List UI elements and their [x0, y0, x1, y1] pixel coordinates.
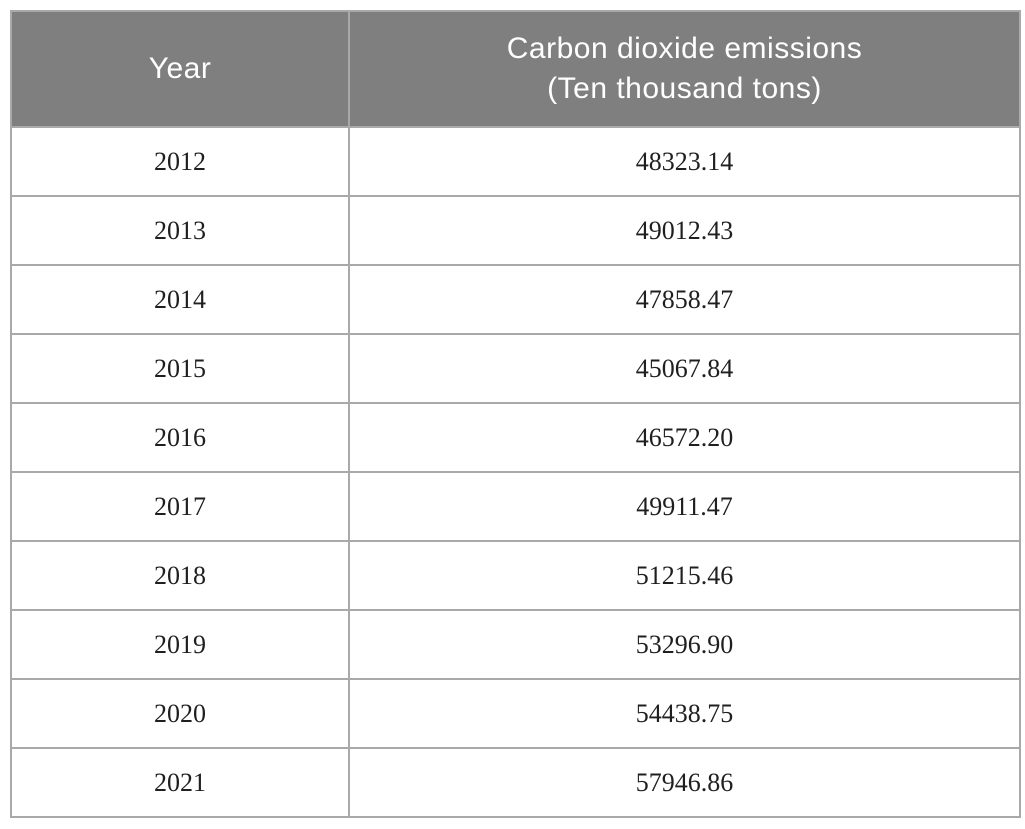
value-cell: 46572.20	[348, 402, 1021, 473]
table-row: 2017 49911.47	[10, 471, 1021, 542]
year-column-header-label: Year	[148, 51, 212, 85]
table-row: 2021 57946.86	[10, 747, 1021, 818]
value-cell: 47858.47	[348, 264, 1021, 335]
table-row: 2020 54438.75	[10, 678, 1021, 749]
value-cell: 45067.84	[348, 333, 1021, 404]
year-cell: 2020	[10, 678, 350, 749]
table-header: Year Carbon dioxide emissions (Ten thous…	[10, 10, 1021, 128]
year-column-header: Year	[10, 10, 350, 128]
value-cell: 49911.47	[348, 471, 1021, 542]
value-cell: 49012.43	[348, 195, 1021, 266]
value-cell: 57946.86	[348, 747, 1021, 818]
value-cell: 51215.46	[348, 540, 1021, 611]
value-cell: 53296.90	[348, 609, 1021, 680]
year-cell: 2018	[10, 540, 350, 611]
year-cell: 2015	[10, 333, 350, 404]
value-cell: 54438.75	[348, 678, 1021, 749]
table-body: 2012 48323.14 2013 49012.43 2014 47858.4…	[10, 126, 1021, 818]
year-cell: 2021	[10, 747, 350, 818]
table-row: 2012 48323.14	[10, 126, 1021, 197]
year-cell: 2016	[10, 402, 350, 473]
emissions-column-header: Carbon dioxide emissions (Ten thousand t…	[348, 10, 1021, 128]
year-cell: 2019	[10, 609, 350, 680]
table-row: 2018 51215.46	[10, 540, 1021, 611]
year-cell: 2013	[10, 195, 350, 266]
header-row: Year Carbon dioxide emissions (Ten thous…	[10, 10, 1021, 128]
year-cell: 2017	[10, 471, 350, 542]
table-row: 2015 45067.84	[10, 333, 1021, 404]
table-row: 2013 49012.43	[10, 195, 1021, 266]
year-cell: 2014	[10, 264, 350, 335]
year-cell: 2012	[10, 126, 350, 197]
emissions-column-header-line1: Carbon dioxide emissions	[506, 31, 863, 65]
table-row: 2019 53296.90	[10, 609, 1021, 680]
table-row: 2014 47858.47	[10, 264, 1021, 335]
value-cell: 48323.14	[348, 126, 1021, 197]
table-row: 2016 46572.20	[10, 402, 1021, 473]
emissions-table: Year Carbon dioxide emissions (Ten thous…	[10, 10, 1021, 818]
emissions-column-header-line2: (Ten thousand tons)	[547, 72, 822, 105]
